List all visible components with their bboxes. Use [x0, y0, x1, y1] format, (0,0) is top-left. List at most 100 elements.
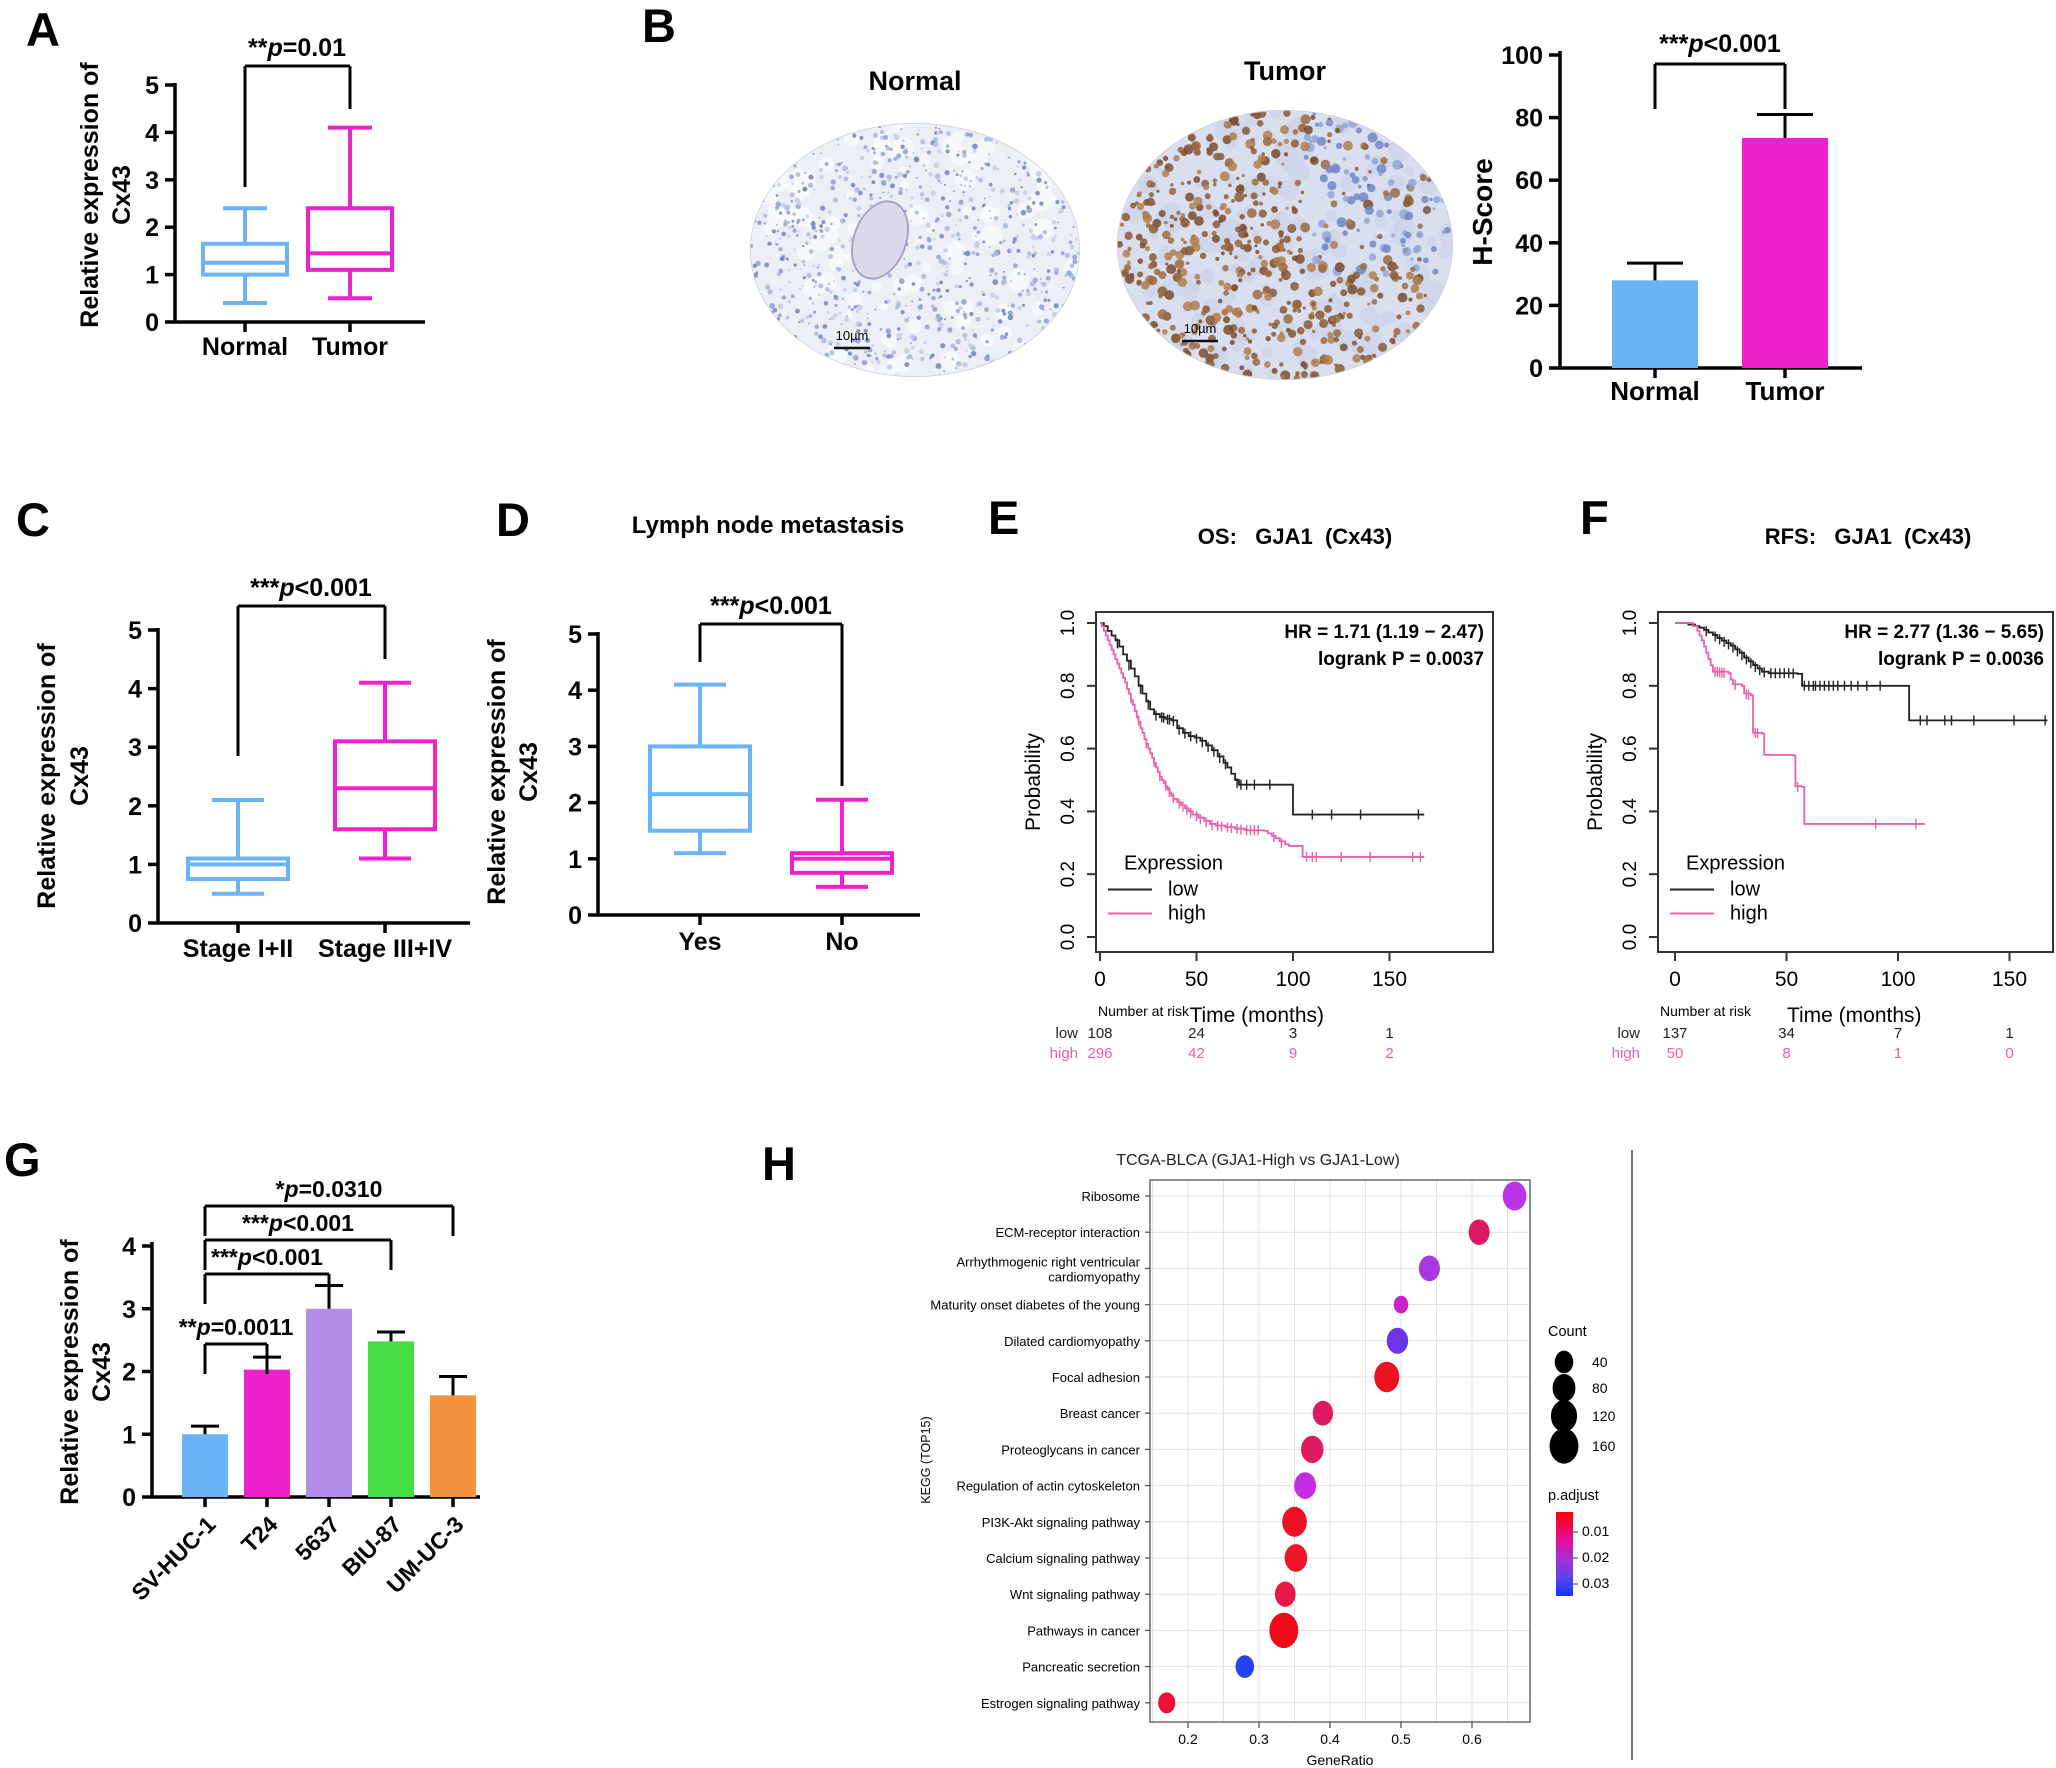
tissue-speckle — [920, 357, 925, 361]
tissue-speckle — [1292, 301, 1301, 310]
tissue-speckle — [1061, 205, 1066, 210]
tissue-speckle — [870, 360, 874, 364]
tissue-speckle — [915, 176, 918, 179]
tissue-speckle — [1387, 179, 1395, 186]
tissue-speckle — [1158, 271, 1167, 280]
tissue-speckle — [965, 280, 968, 283]
tissue-speckle — [1356, 228, 1360, 232]
risk-row-label: low — [1055, 1025, 1078, 1042]
legend-label-low: low — [1730, 878, 1761, 900]
tissue-speckle — [863, 350, 868, 354]
tissue-speckle — [1271, 367, 1278, 374]
tissue-speckle — [958, 237, 961, 241]
tissue-speckle — [1432, 268, 1439, 275]
tissue-speckle — [904, 348, 910, 354]
tissue-speckle — [814, 324, 820, 330]
tissue-speckle — [943, 248, 948, 253]
tissue-patch — [1265, 175, 1280, 190]
tissue-speckle — [1310, 371, 1320, 380]
x-axis-title: Time (months) — [1787, 1004, 1922, 1027]
tissue-speckle — [1356, 346, 1364, 353]
y-axis-title: Cx43 — [88, 1342, 116, 1402]
y-tick-label: 2 — [122, 1359, 136, 1387]
tissue-speckle — [934, 126, 937, 129]
tissue-speckle — [952, 189, 956, 193]
tissue-speckle — [1247, 271, 1252, 276]
tissue-speckle — [1251, 328, 1258, 334]
category-label: Calcium signaling pathway — [986, 1551, 1140, 1566]
tissue-speckle — [1263, 239, 1270, 246]
bar — [1742, 137, 1828, 368]
tissue-speckle — [852, 355, 859, 361]
tissue-speckle — [1054, 234, 1057, 238]
tissue-speckle — [1382, 244, 1391, 253]
tissue-speckle — [1205, 315, 1216, 326]
tissue-speckle — [1011, 315, 1014, 318]
tissue-speckle — [1165, 262, 1169, 266]
tissue-speckle — [962, 194, 965, 197]
tissue-speckle — [1034, 223, 1038, 226]
logrank-annotation: logrank P = 0.0036 — [1878, 649, 2044, 670]
tissue-speckle — [945, 265, 949, 269]
tissue-speckle — [1240, 244, 1246, 250]
tissue-speckle — [848, 196, 853, 201]
tissue-speckle — [1191, 328, 1198, 336]
tissue-speckle — [1027, 251, 1032, 256]
tissue-speckle — [989, 267, 995, 273]
tissue-speckle — [1312, 112, 1316, 116]
tissue-speckle — [830, 179, 836, 185]
tissue-speckle — [1429, 197, 1433, 202]
tissue-speckle — [842, 165, 848, 172]
tissue-speckle — [1164, 252, 1173, 261]
tissue-speckle — [944, 318, 947, 321]
tissue-speckle — [835, 162, 839, 166]
tissue-speckle — [1018, 178, 1022, 182]
count-legend-title: Count — [1548, 1324, 1587, 1340]
tissue-speckle — [1234, 192, 1245, 203]
tissue-speckle — [1404, 211, 1414, 221]
tissue-speckle — [814, 280, 818, 284]
tissue-speckle — [909, 333, 916, 340]
tissue-speckle — [1013, 197, 1020, 204]
tissue-speckle — [793, 248, 796, 251]
tissue-speckle — [1017, 306, 1022, 311]
significance-text: ***p<0.001 — [710, 592, 832, 620]
tissue-speckle — [886, 299, 891, 304]
tissue-speckle — [898, 186, 904, 192]
tissue-speckle — [1270, 186, 1277, 193]
tissue-speckle — [1389, 270, 1399, 280]
tissue-speckle — [868, 175, 872, 179]
tissue-speckle — [778, 211, 783, 215]
tissue-speckle — [1164, 163, 1174, 173]
tissue-speckle — [1180, 181, 1185, 186]
tissue-speckle — [1238, 326, 1246, 334]
panel-label-h: H — [762, 1137, 796, 1190]
tissue-speckle — [1351, 176, 1360, 184]
tissue-speckle — [1371, 157, 1379, 165]
tissue-speckle — [993, 216, 999, 221]
tissue-speckle — [1329, 280, 1337, 288]
tissue-speckle — [890, 183, 895, 189]
panel-label-d: D — [496, 493, 530, 546]
tissue-speckle — [955, 301, 959, 306]
tissue-speckle — [833, 313, 838, 318]
tissue-speckle — [1377, 292, 1384, 299]
tissue-speckle — [950, 316, 954, 319]
tissue-speckle — [778, 269, 783, 274]
tissue-speckle — [1283, 313, 1294, 324]
tissue-speckle — [1292, 129, 1299, 135]
tissue-speckle — [829, 342, 833, 346]
tissue-speckle — [1410, 266, 1416, 272]
tissue-speckle — [1229, 340, 1235, 346]
y-tick-label: 1 — [568, 846, 582, 874]
tissue-speckle — [1281, 162, 1285, 166]
tissue-speckle — [1334, 127, 1341, 134]
tissue-speckle — [918, 129, 921, 132]
tissue-speckle — [964, 184, 967, 187]
tissue-speckle — [851, 308, 854, 311]
tissue-speckle — [796, 234, 799, 237]
tissue-speckle — [806, 272, 812, 279]
tissue-speckle — [869, 354, 872, 357]
tissue-speckle — [799, 288, 801, 290]
